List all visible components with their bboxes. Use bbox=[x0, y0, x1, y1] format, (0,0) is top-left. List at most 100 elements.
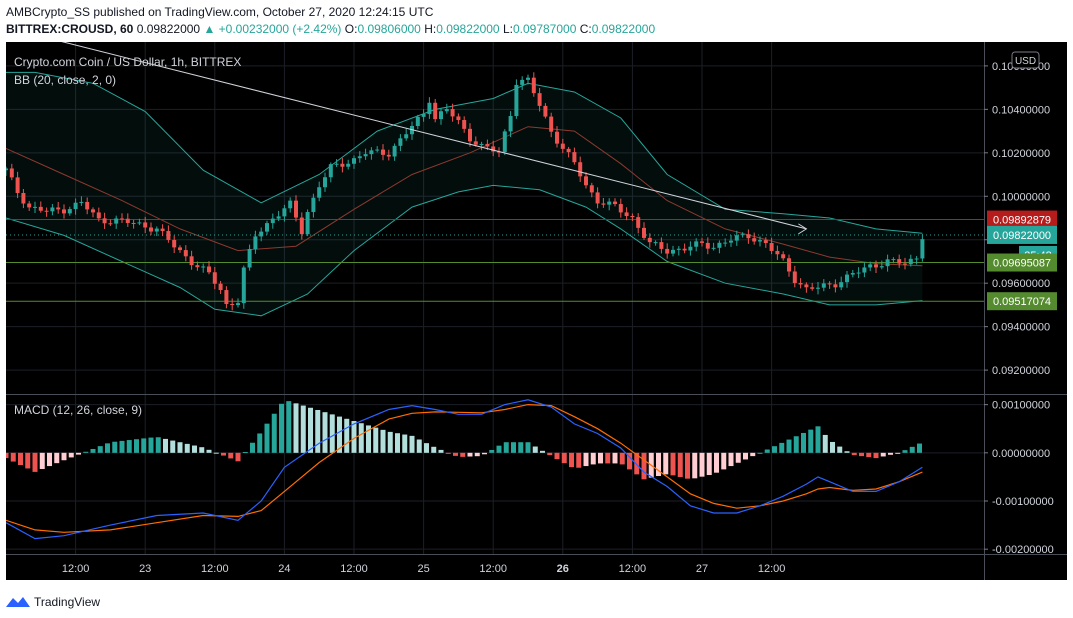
candle-body bbox=[241, 267, 246, 304]
candle-body bbox=[636, 217, 641, 228]
macd-histogram-bar bbox=[257, 433, 263, 453]
candle-body bbox=[879, 266, 884, 268]
chart-area[interactable]: 0.108000000.106000000.104000000.10200000… bbox=[0, 17, 1067, 580]
candle-body bbox=[862, 267, 867, 273]
candle-body bbox=[874, 264, 878, 268]
candle-body bbox=[201, 266, 206, 268]
macd-histogram-bar bbox=[482, 452, 487, 455]
price-tick-label: 0.09200000 bbox=[992, 365, 1050, 377]
candle-body bbox=[560, 143, 565, 149]
macd-histogram-bar bbox=[380, 429, 386, 453]
candle-body bbox=[96, 212, 101, 219]
macd-histogram-bar bbox=[409, 435, 415, 453]
candle-body bbox=[787, 258, 791, 272]
macd-histogram-bar bbox=[47, 452, 52, 467]
low-value: 0.09787000 bbox=[512, 22, 577, 36]
candle-body bbox=[845, 274, 849, 283]
candle-body bbox=[468, 128, 472, 142]
macd-histogram-bar bbox=[750, 452, 756, 457]
candle-body bbox=[740, 234, 745, 236]
time-tick-label: 12:00 bbox=[201, 563, 229, 575]
macd-indicator-label: MACD (12, 26, close, 9) bbox=[14, 403, 142, 417]
candle-body bbox=[114, 218, 119, 224]
macd-tick-label: 0.00100000 bbox=[992, 400, 1050, 412]
macd-histogram-bar bbox=[757, 452, 763, 454]
macd-histogram-bar bbox=[511, 442, 516, 453]
macd-histogram-bar bbox=[917, 443, 922, 453]
chart-header: AMBCrypto_SS published on TradingView.co… bbox=[0, 0, 1073, 42]
macd-histogram-bar bbox=[438, 449, 444, 453]
macd-histogram-bar bbox=[605, 452, 611, 464]
candle-body bbox=[207, 266, 211, 273]
candle-body bbox=[270, 218, 275, 224]
candle-body bbox=[218, 283, 223, 291]
candle-body bbox=[717, 242, 722, 248]
resistance-price-label: 0.09892879 bbox=[993, 215, 1051, 227]
time-tick-label: 12:00 bbox=[619, 563, 647, 575]
macd-histogram-bar bbox=[32, 452, 38, 472]
candle-body bbox=[149, 227, 153, 232]
macd-histogram-bar bbox=[322, 412, 328, 453]
candle-body bbox=[311, 197, 316, 213]
candle-body bbox=[433, 102, 438, 120]
publisher-line: AMBCrypto_SS published on TradingView.co… bbox=[6, 5, 434, 19]
macd-histogram-bar bbox=[366, 425, 371, 453]
macd-tick-label: 0.00000000 bbox=[992, 448, 1050, 460]
candle-body bbox=[578, 162, 583, 177]
candle-body bbox=[102, 218, 107, 224]
close-label: C: bbox=[579, 22, 592, 36]
time-tick-label: 12:00 bbox=[479, 563, 507, 575]
macd-histogram-bar bbox=[431, 446, 437, 453]
close-value: 0.09822000 bbox=[591, 22, 656, 36]
candle-body bbox=[375, 149, 380, 151]
candle-body bbox=[450, 109, 455, 117]
candle-body bbox=[73, 202, 78, 210]
chart-svg[interactable]: 0.108000000.106000000.104000000.10200000… bbox=[0, 17, 1067, 580]
macd-histogram-bar bbox=[699, 452, 705, 477]
candle-body bbox=[618, 204, 623, 213]
macd-histogram-bar bbox=[677, 452, 683, 477]
candle-body bbox=[253, 236, 258, 250]
time-tick-label: 26 bbox=[557, 563, 569, 575]
macd-histogram-bar bbox=[851, 452, 857, 456]
candle-body bbox=[9, 168, 14, 178]
macd-histogram-bar bbox=[25, 452, 31, 469]
candle-body bbox=[746, 234, 751, 239]
candle-body bbox=[328, 164, 333, 178]
macd-histogram-bar bbox=[293, 403, 299, 453]
macd-histogram-bar bbox=[402, 434, 408, 453]
resistance-price-box bbox=[987, 210, 1057, 229]
candle-body bbox=[456, 116, 461, 120]
candle-body bbox=[642, 227, 646, 238]
macd-histogram-bar bbox=[155, 437, 161, 453]
macd-histogram-bar bbox=[583, 452, 589, 467]
macd-line bbox=[5, 399, 923, 540]
macd-histogram-bar bbox=[641, 452, 647, 480]
macd-histogram-bar bbox=[163, 438, 168, 453]
macd-histogram-bar bbox=[525, 442, 531, 453]
candle-body bbox=[914, 258, 919, 260]
chart-background bbox=[6, 42, 1067, 580]
macd-histogram-bar bbox=[453, 452, 458, 456]
macd-histogram-bar bbox=[590, 452, 596, 465]
candle-body bbox=[920, 239, 925, 259]
candle-body bbox=[462, 119, 467, 129]
candle-body bbox=[694, 241, 699, 247]
macd-histogram-bar bbox=[634, 452, 640, 475]
candle-body bbox=[473, 141, 478, 145]
candle-body bbox=[21, 192, 26, 204]
candle-body bbox=[259, 231, 264, 237]
macd-histogram-bar bbox=[134, 439, 139, 453]
macd-histogram-bar bbox=[474, 452, 480, 457]
macd-histogram-bar bbox=[844, 451, 850, 453]
candle-body bbox=[305, 212, 310, 235]
macd-histogram-bar bbox=[54, 452, 60, 464]
support-price-box bbox=[987, 292, 1057, 311]
macd-histogram-bar bbox=[902, 450, 908, 453]
candle-body bbox=[125, 218, 130, 223]
candle-body bbox=[705, 242, 710, 249]
macd-histogram-bar bbox=[808, 429, 814, 453]
macd-histogram-bar bbox=[656, 452, 661, 477]
candle-body bbox=[195, 265, 200, 268]
candle-body bbox=[903, 263, 907, 265]
